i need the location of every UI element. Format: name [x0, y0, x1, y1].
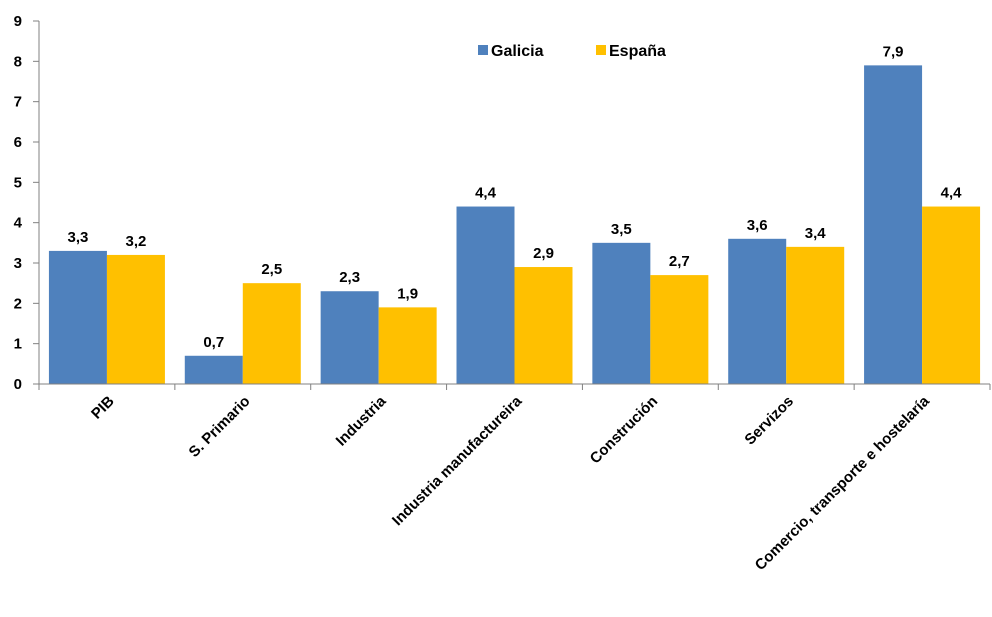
bar-españa	[922, 206, 981, 384]
y-tick-label: 3	[14, 255, 22, 272]
data-label: 0,7	[203, 334, 224, 351]
y-axis: 0 1 2 3 4 5 6 7 8 9	[14, 13, 40, 393]
x-category-label: Industria	[333, 392, 390, 449]
x-category-label: S. Primario	[186, 393, 254, 461]
y-tick-label: 2	[14, 295, 22, 312]
y-tick-label: 7	[14, 94, 22, 111]
x-category-label: PIB	[88, 393, 118, 423]
legend-swatch-galicia	[478, 45, 488, 55]
y-tick-label: 1	[14, 336, 22, 353]
data-label: 7,9	[883, 43, 904, 60]
data-label: 2,3	[339, 269, 360, 286]
y-tick-label: 9	[14, 13, 22, 30]
bar-españa	[242, 283, 301, 384]
data-label: 1,9	[397, 285, 418, 302]
x-category-label: Construción	[587, 393, 661, 467]
x-axis: PIB S. Primario Industria Industria manufac…	[38, 383, 991, 574]
bar-galicia	[864, 65, 923, 384]
y-tick-label: 0	[14, 376, 22, 393]
legend-label: España	[609, 43, 666, 60]
y-tick-label: 4	[14, 215, 23, 232]
x-category-label: Servizos	[741, 393, 797, 449]
bar-galicia	[184, 355, 243, 384]
bar-galicia	[592, 242, 651, 384]
bar-españa	[786, 246, 845, 384]
y-tick-label: 8	[14, 53, 22, 70]
x-category-label: Industria manufactureira	[389, 392, 526, 529]
data-label: 3,6	[747, 217, 768, 234]
legend-label: Galicia	[491, 43, 544, 60]
bar-españa	[514, 267, 573, 384]
data-label: 3,3	[67, 229, 88, 246]
bar-galicia	[456, 206, 515, 384]
bar-españa	[106, 254, 165, 384]
data-label: 3,5	[611, 221, 632, 238]
bars: 3,3 0,7 2,3 4,4 3,5 3,6 7,9 3,2 2,5 1,9 2,9 2,7 3,4 4…	[48, 43, 981, 384]
data-label: 4,4	[941, 185, 963, 202]
bar-galicia	[48, 250, 107, 384]
data-label: 2,5	[261, 261, 282, 278]
bar-españa	[378, 307, 437, 384]
legend-swatch-españa	[596, 45, 606, 55]
data-label: 3,2	[125, 233, 146, 250]
bar-galicia	[320, 291, 379, 384]
data-label: 3,4	[805, 225, 827, 242]
data-label: 2,7	[669, 253, 690, 270]
legend: Galicia España	[478, 43, 666, 60]
data-label: 2,9	[533, 245, 554, 262]
data-label: 4,4	[475, 185, 497, 202]
bar-españa	[650, 275, 709, 384]
bar-galicia	[728, 238, 787, 384]
y-tick-label: 5	[14, 174, 22, 191]
y-tick-label: 6	[14, 134, 22, 151]
